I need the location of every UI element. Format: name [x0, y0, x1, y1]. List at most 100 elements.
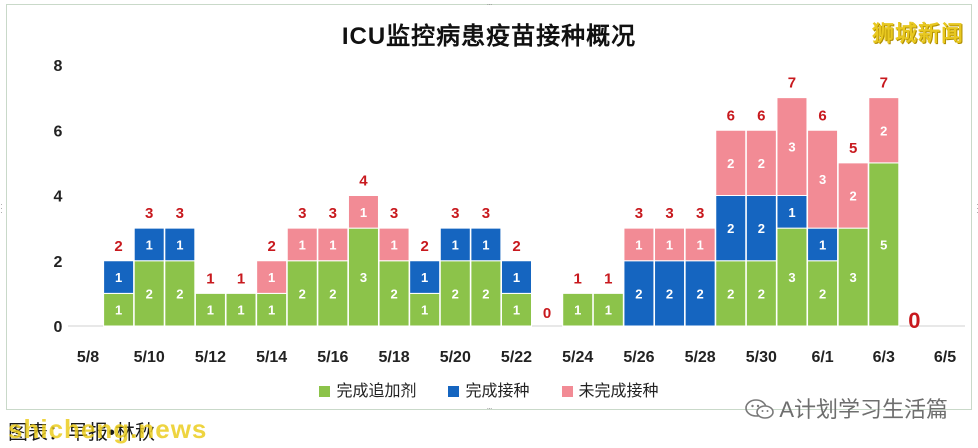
bar-total-label: 2 [114, 238, 122, 255]
bar-segment [776, 97, 808, 196]
bar-segment [256, 260, 288, 294]
bar-segment-label: 2 [727, 221, 734, 236]
bar-segment-label: 1 [513, 303, 520, 318]
bar-segment [194, 292, 226, 327]
bar-segment-label: 2 [758, 286, 765, 301]
bar-segment-label: 1 [390, 237, 397, 252]
resize-handle-right[interactable]: · · · [976, 200, 978, 217]
bar-segment-label: 2 [819, 286, 826, 301]
y-tick-label: 0 [54, 319, 63, 336]
bar-segment [745, 129, 777, 196]
bar-segment [103, 260, 135, 294]
bar-segment-label: 1 [207, 303, 214, 318]
bar-total-label: 3 [390, 205, 398, 222]
bar-segment-label: 1 [452, 237, 459, 252]
bar-segment-label: 1 [482, 237, 489, 252]
legend-label: 未完成接种 [578, 383, 659, 400]
x-tick-label: 5/20 [440, 349, 471, 366]
bar-total-label: 2 [267, 238, 275, 255]
wechat-account-name: A计划学习生活篇 [779, 397, 948, 422]
bar-segment-label: 3 [360, 270, 367, 285]
bar-segment-label: 2 [697, 286, 704, 301]
bar-total-label: 3 [482, 205, 490, 222]
legend-swatch [319, 386, 331, 397]
bar-segment-label: 2 [727, 286, 734, 301]
x-tick-label: 5/26 [623, 349, 654, 366]
bar-segment [347, 227, 379, 327]
x-tick-label: 6/5 [934, 349, 956, 366]
chart-title: ICU监控病患疫苗接种概况 [341, 23, 637, 50]
x-tick-label: 5/16 [317, 349, 348, 366]
bar-segment-label: 5 [880, 237, 887, 252]
bar-segment-label: 2 [176, 286, 183, 301]
bar-segment [133, 260, 165, 327]
bar-segment [164, 227, 196, 262]
bar-segment [684, 227, 716, 262]
y-tick-label: 6 [54, 123, 63, 140]
bar-total-label: 0 [908, 308, 920, 333]
bar-segment-label: 1 [299, 237, 306, 252]
bar-total-label: 2 [512, 238, 520, 255]
bar-total-label: 3 [635, 205, 643, 222]
bar-segment-label: 2 [880, 123, 887, 138]
bar-segment-label: 1 [237, 303, 244, 318]
x-tick-label: 5/28 [685, 349, 716, 366]
legend-item: 完成追加剂 [319, 377, 416, 401]
bar-segment [501, 260, 532, 294]
bar-segment [745, 260, 777, 327]
bar-segment-label: 1 [176, 237, 183, 252]
bar-total-label: 1 [574, 270, 582, 287]
bar-segment-label: 2 [146, 286, 153, 301]
resize-handle-left[interactable]: · · · [0, 200, 3, 217]
bar-segment-label: 2 [850, 189, 857, 204]
bar-segment [378, 260, 410, 327]
bar-total-label: 0 [543, 305, 551, 322]
bar-segment-label: 1 [115, 270, 122, 285]
bar-total-label: 6 [727, 107, 735, 124]
bar-total-label: 7 [788, 75, 796, 92]
bar-segment-label: 1 [635, 237, 642, 252]
bar-segment-label: 3 [850, 270, 857, 285]
bar-total-label: 3 [329, 205, 337, 222]
bar-segment-label: 1 [329, 237, 336, 252]
site-watermark: shicheng.news [8, 414, 208, 444]
bar-segment [562, 292, 594, 327]
bar-segment-label: 2 [329, 286, 336, 301]
x-tick-label: 5/30 [746, 349, 777, 366]
bar-total-label: 3 [696, 205, 704, 222]
chart-source: 图表：早报•林秋 [8, 422, 156, 444]
resize-handle-bottom[interactable]: ··· [486, 404, 493, 413]
bar-segment [715, 195, 747, 262]
bar-segment-label: 1 [666, 237, 673, 252]
wechat-icon [745, 399, 775, 419]
bar-segment [715, 129, 747, 196]
bar-segment-label: 2 [758, 221, 765, 236]
bar-segment-label: 2 [635, 286, 642, 301]
y-tick-label: 2 [54, 254, 63, 271]
bar-segment-label: 1 [788, 205, 795, 220]
resize-handle-top[interactable]: ··· [486, 0, 493, 9]
bar-segment [409, 292, 441, 327]
x-tick-label: 5/24 [562, 349, 593, 366]
bar-segment [439, 260, 471, 327]
bar-total-label: 1 [237, 270, 245, 287]
bar-total-label: 4 [359, 173, 368, 190]
bar-segment-label: 2 [758, 156, 765, 171]
bar-segment-label: 3 [788, 270, 795, 285]
bar-segment [378, 227, 410, 262]
bar-segment [470, 227, 502, 262]
x-tick-label: 5/14 [256, 349, 287, 366]
bar-segment-label: 1 [268, 303, 275, 318]
bar-segment [317, 227, 349, 262]
bar-segment [684, 260, 716, 327]
bar-segment [133, 227, 165, 262]
brand-logo-text: 狮城新闻 [871, 21, 964, 46]
bar-segment-label: 1 [574, 303, 581, 318]
legend-item: 完成接种 [448, 377, 530, 401]
x-tick-label: 5/18 [379, 349, 410, 366]
bar-total-label: 2 [421, 238, 429, 255]
bar-total-label: 5 [849, 140, 857, 157]
bar-segment [868, 97, 900, 164]
bar-total-label: 6 [757, 107, 765, 124]
